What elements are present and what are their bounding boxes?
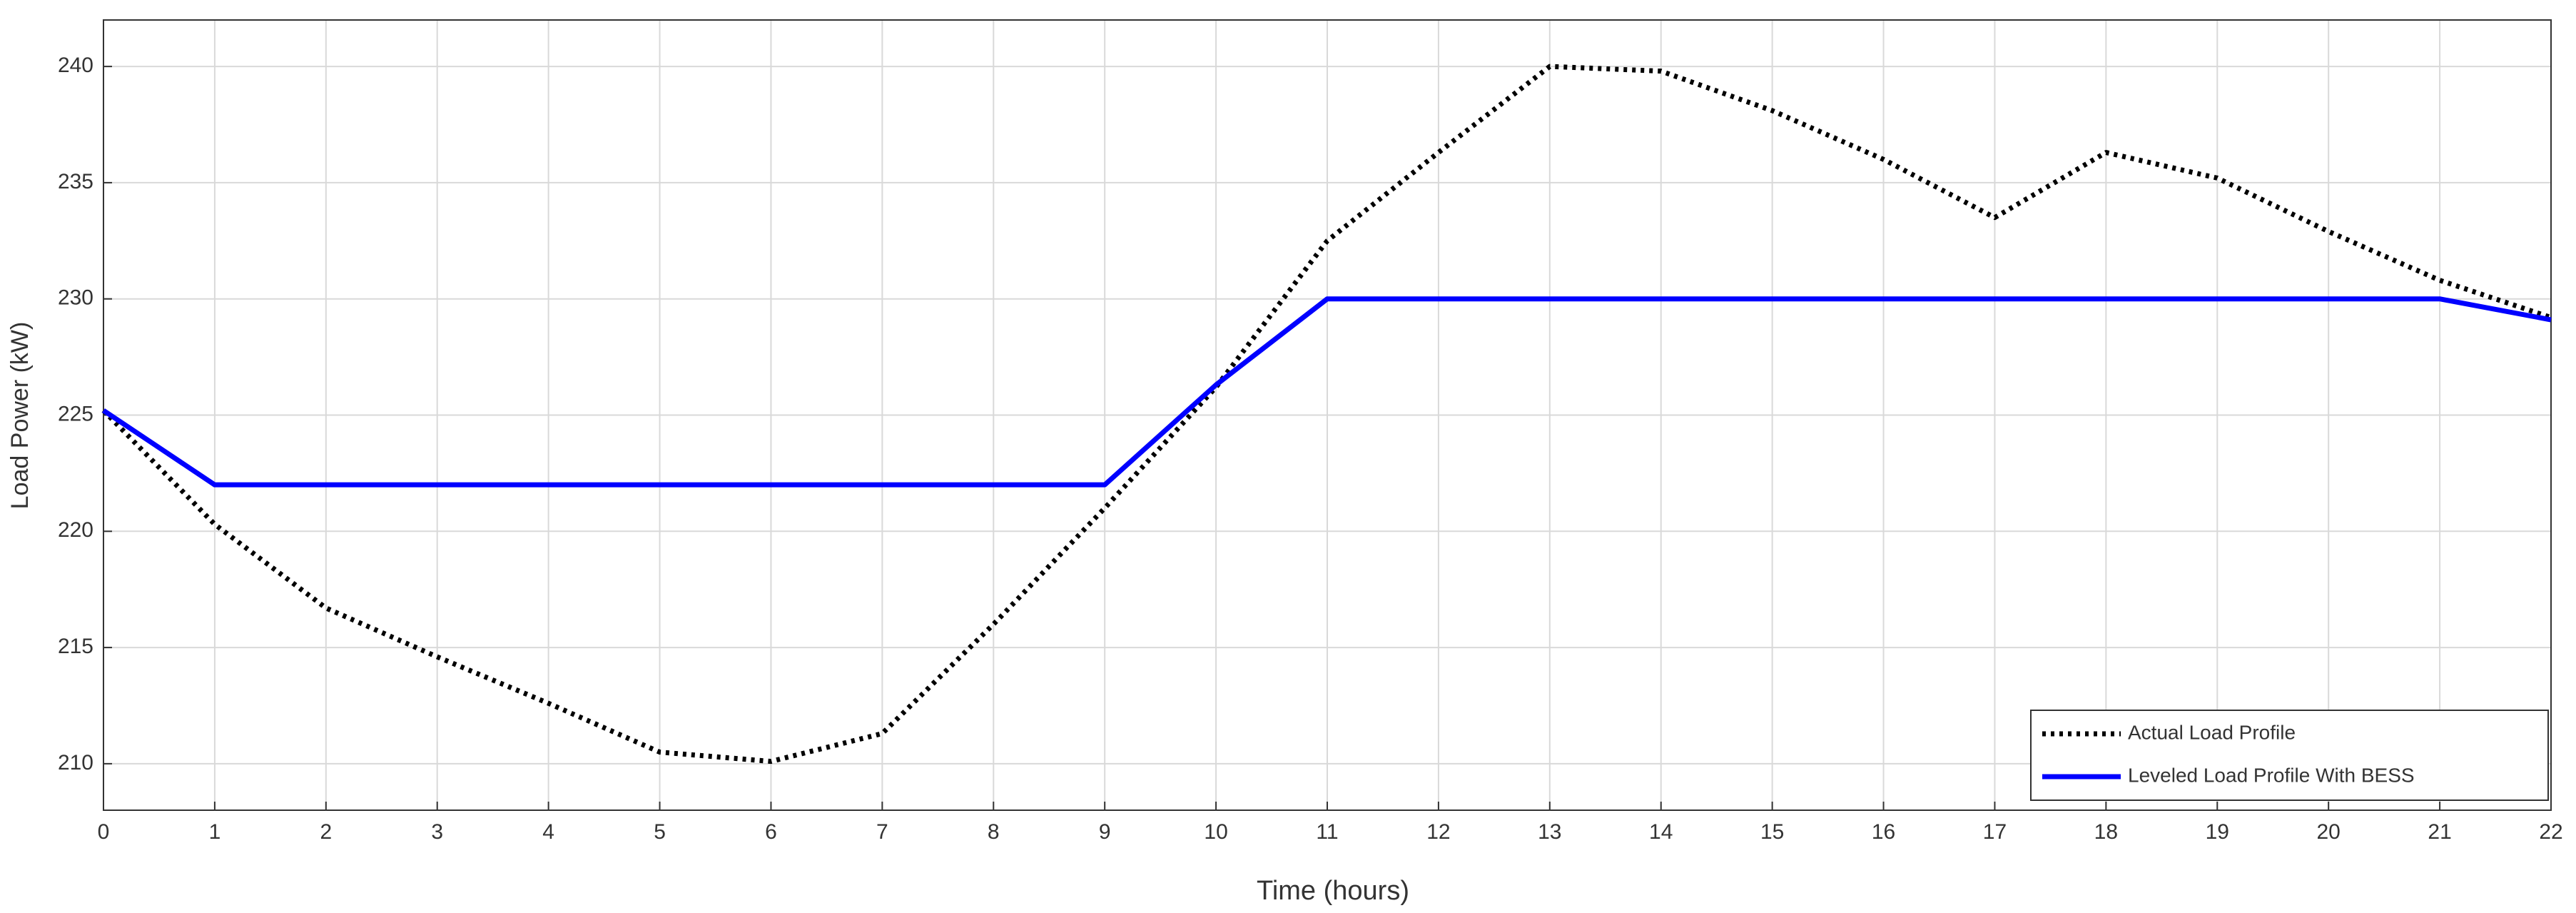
x-tick-label: 0 — [98, 820, 110, 844]
legend-box — [2030, 710, 2549, 801]
y-axis-label: Load Power (kW) — [6, 322, 34, 510]
x-tick-label: 2 — [320, 820, 332, 844]
x-tick-label: 14 — [1649, 820, 1673, 844]
x-tick-label: 9 — [1099, 820, 1111, 844]
x-tick-label: 15 — [1760, 820, 1784, 844]
x-tick-label: 11 — [1316, 820, 1338, 844]
x-tick-label: 8 — [988, 820, 1000, 844]
x-tick-label: 18 — [2094, 820, 2118, 844]
legend: Actual Load Profile Leveled Load Profile … — [2030, 710, 2549, 801]
y-tick-label: 220 — [58, 518, 93, 542]
x-tick-label: 21 — [2428, 820, 2451, 844]
x-tick-label: 13 — [1538, 820, 1561, 844]
y-tick-label: 235 — [58, 170, 93, 193]
x-tick-label: 20 — [2316, 820, 2340, 844]
x-tick-label: 5 — [654, 820, 666, 844]
y-tick-label: 225 — [58, 402, 93, 425]
y-tick-label: 215 — [58, 635, 93, 658]
data-line — [101, 64, 2552, 765]
y-tick-label: 240 — [58, 54, 93, 77]
x-tick-label: 22 — [2539, 820, 2562, 844]
x-axis-label: Time (hours) — [1257, 876, 1409, 906]
legend-entry: Actual Load Profile — [2128, 721, 2296, 743]
data-line — [102, 296, 2552, 488]
y-tick-label: 230 — [58, 286, 93, 310]
x-tick-label: 10 — [1204, 820, 1227, 844]
x-tick-label: 17 — [1983, 820, 2007, 844]
plot-frame — [103, 19, 2552, 811]
x-tick-label: 16 — [1872, 820, 1895, 844]
y-tick-label: 210 — [58, 751, 93, 775]
x-tick-label: 4 — [542, 820, 554, 844]
x-tick-label: 1 — [209, 820, 221, 844]
x-tick-label: 6 — [765, 820, 777, 844]
x-tick-label: 7 — [876, 820, 888, 844]
x-tick-label: 3 — [431, 820, 443, 844]
legend-entry: Leveled Load Profile With BESS — [2128, 764, 2415, 786]
x-tick-label: 19 — [2206, 820, 2229, 844]
x-tick-label: 12 — [1426, 820, 1450, 844]
